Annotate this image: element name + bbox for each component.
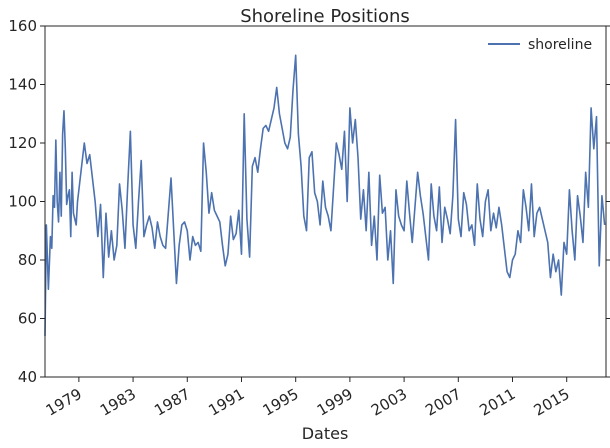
y-tick-label: 60 <box>18 310 37 328</box>
legend: shoreline <box>488 37 592 53</box>
y-tick-label: 80 <box>18 251 37 269</box>
x-axis-label: Dates <box>302 424 349 443</box>
series-line-shoreline <box>44 54 606 337</box>
y-tick-label: 40 <box>18 368 37 386</box>
y-tick-label: 160 <box>8 17 37 35</box>
y-tick-label: 100 <box>8 193 37 211</box>
y-tick-label: 140 <box>8 76 37 94</box>
legend-label-shoreline: shoreline <box>528 37 592 53</box>
y-tick-label: 120 <box>8 134 37 152</box>
chart-title: Shoreline Positions <box>240 6 410 27</box>
